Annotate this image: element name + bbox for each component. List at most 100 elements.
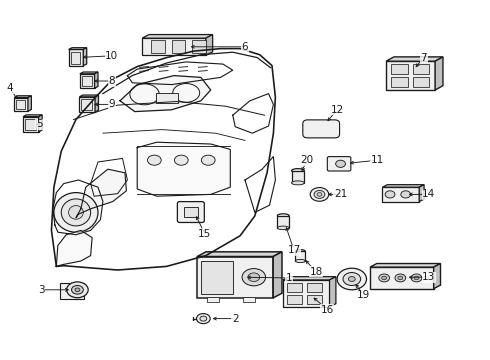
Polygon shape xyxy=(197,252,282,256)
Polygon shape xyxy=(142,35,213,38)
Circle shape xyxy=(201,155,215,165)
Circle shape xyxy=(336,160,345,167)
Bar xyxy=(172,40,185,53)
Circle shape xyxy=(75,288,80,292)
Text: 10: 10 xyxy=(105,51,118,61)
Polygon shape xyxy=(370,264,441,267)
Text: 17: 17 xyxy=(287,245,301,255)
Bar xyxy=(292,171,304,183)
Bar xyxy=(382,187,419,202)
Text: 7: 7 xyxy=(420,53,427,63)
Polygon shape xyxy=(206,35,213,55)
Polygon shape xyxy=(386,57,443,61)
Circle shape xyxy=(385,191,395,198)
Polygon shape xyxy=(120,76,211,112)
Text: 3: 3 xyxy=(38,285,45,295)
Circle shape xyxy=(395,274,406,282)
Text: 9: 9 xyxy=(108,99,115,109)
Polygon shape xyxy=(83,48,87,66)
Circle shape xyxy=(72,285,83,294)
Polygon shape xyxy=(56,230,92,266)
Bar xyxy=(82,76,92,86)
Bar xyxy=(391,64,408,74)
Ellipse shape xyxy=(172,84,200,102)
Polygon shape xyxy=(69,48,87,49)
Bar xyxy=(277,216,289,228)
Text: 18: 18 xyxy=(309,267,323,277)
Circle shape xyxy=(411,274,422,282)
FancyBboxPatch shape xyxy=(177,202,204,222)
Bar xyxy=(307,283,322,292)
Bar xyxy=(69,49,83,66)
Ellipse shape xyxy=(292,181,304,185)
Circle shape xyxy=(379,274,390,282)
Circle shape xyxy=(317,193,322,196)
Bar xyxy=(16,100,25,109)
Polygon shape xyxy=(39,115,42,132)
Circle shape xyxy=(414,276,419,280)
Text: 19: 19 xyxy=(357,290,370,300)
Polygon shape xyxy=(273,252,282,298)
Bar xyxy=(413,64,429,74)
Text: 2: 2 xyxy=(232,314,239,324)
Bar xyxy=(391,77,408,87)
Text: 11: 11 xyxy=(370,155,384,165)
Bar xyxy=(295,251,305,261)
Ellipse shape xyxy=(277,214,289,217)
Bar xyxy=(156,93,178,103)
Polygon shape xyxy=(23,115,42,117)
Polygon shape xyxy=(28,96,31,111)
Bar xyxy=(370,267,434,289)
Bar xyxy=(192,40,206,53)
Polygon shape xyxy=(137,142,230,196)
Ellipse shape xyxy=(295,259,305,263)
Circle shape xyxy=(337,268,367,290)
Polygon shape xyxy=(283,276,336,280)
Bar xyxy=(81,99,92,110)
Circle shape xyxy=(401,191,411,198)
Circle shape xyxy=(200,316,207,321)
Text: 13: 13 xyxy=(422,272,436,282)
Polygon shape xyxy=(80,72,98,74)
Bar xyxy=(386,61,435,90)
Bar xyxy=(283,280,329,307)
Ellipse shape xyxy=(295,250,305,253)
Circle shape xyxy=(348,276,355,282)
Bar xyxy=(243,297,255,302)
Bar xyxy=(413,77,429,87)
Bar xyxy=(60,283,84,299)
Text: 20: 20 xyxy=(301,155,314,165)
Bar xyxy=(287,294,302,303)
Circle shape xyxy=(314,190,325,198)
Text: 16: 16 xyxy=(320,305,334,315)
Text: 4: 4 xyxy=(6,83,13,93)
Text: 14: 14 xyxy=(422,189,436,199)
Bar xyxy=(80,74,95,88)
Polygon shape xyxy=(14,96,31,98)
Circle shape xyxy=(382,276,387,280)
Polygon shape xyxy=(435,57,443,90)
Ellipse shape xyxy=(69,206,83,219)
Circle shape xyxy=(343,273,361,285)
Bar xyxy=(184,207,198,217)
Text: 6: 6 xyxy=(242,42,248,52)
Bar xyxy=(287,283,302,292)
Ellipse shape xyxy=(54,193,98,232)
Polygon shape xyxy=(76,169,126,218)
Circle shape xyxy=(147,155,161,165)
Ellipse shape xyxy=(61,199,91,226)
Polygon shape xyxy=(95,72,98,88)
Circle shape xyxy=(242,269,266,286)
Text: 12: 12 xyxy=(330,105,344,115)
Bar xyxy=(14,98,28,111)
Circle shape xyxy=(196,314,210,324)
Bar xyxy=(307,294,322,303)
Text: 15: 15 xyxy=(198,229,212,239)
Polygon shape xyxy=(329,276,336,307)
Polygon shape xyxy=(419,185,424,202)
Bar xyxy=(201,261,233,294)
Text: 5: 5 xyxy=(36,119,43,129)
Circle shape xyxy=(398,276,403,280)
Bar xyxy=(151,40,165,53)
Polygon shape xyxy=(434,264,441,289)
